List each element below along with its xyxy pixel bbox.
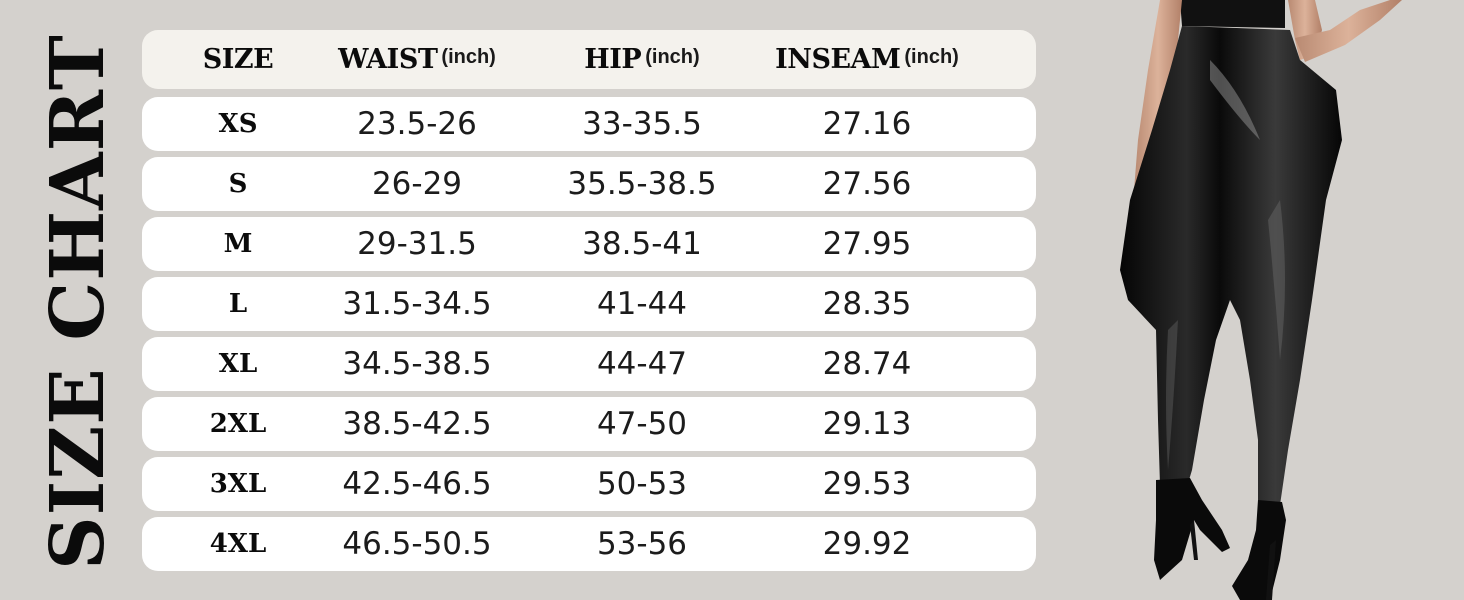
right-hand-shape	[1295, 0, 1402, 62]
waist-cell: 26-29	[371, 166, 463, 202]
size-cell: L	[228, 289, 248, 319]
waist-cell: 31.5-34.5	[342, 286, 492, 322]
size-cell: 3XL	[209, 469, 267, 499]
inseam-cell: 27.16	[822, 106, 912, 142]
hip-cell: 35.5-38.5	[567, 166, 717, 202]
waist-cell: 23.5-26	[357, 106, 477, 142]
hip-cell: 50-53	[596, 466, 688, 502]
waist-cell: 29-31.5	[357, 226, 477, 262]
left-heel-shape	[1190, 520, 1198, 560]
table-header-row: SIZE WAIST (inch) HIP (inch) INSEAM (inch)	[142, 30, 1036, 89]
table-row: XS 23.5-26 33-35.5 27.16	[142, 97, 1036, 151]
size-cell: 2XL	[209, 409, 267, 439]
waist-cell: 38.5-42.5	[342, 406, 492, 442]
table-row: S 26-29 35.5-38.5 27.56	[142, 157, 1036, 211]
inseam-cell: 29.92	[822, 526, 912, 562]
hip-cell: 47-50	[596, 406, 688, 442]
right-heel-shape	[1266, 540, 1276, 600]
size-cell: 4XL	[209, 529, 267, 559]
hip-cell: 33-35.5	[582, 106, 702, 142]
model-leggings-photo	[1120, 0, 1402, 600]
header-hip-unit: (inch)	[645, 46, 700, 68]
inseam-cell: 29.13	[822, 406, 912, 442]
size-cell: XL	[218, 349, 258, 379]
table-row: M 29-31.5 38.5-41 27.95	[142, 217, 1036, 271]
inseam-cell: 28.74	[822, 346, 912, 382]
header-size-label: SIZE	[202, 44, 274, 75]
leggings-highlight-shape	[1210, 60, 1260, 140]
table-row: 3XL 42.5-46.5 50-53 29.53	[142, 457, 1036, 511]
header-inseam-unit: (inch)	[904, 46, 959, 68]
header-hip: HIP (inch)	[542, 30, 742, 89]
hip-cell: 53-56	[596, 526, 688, 562]
hip-cell: 38.5-41	[582, 226, 702, 262]
leggings-shape	[1120, 26, 1342, 505]
left-shoe-shape	[1154, 478, 1230, 580]
inseam-cell: 27.95	[822, 226, 912, 262]
header-waist-label: WAIST	[338, 44, 438, 75]
size-table: SIZE WAIST (inch) HIP (inch) INSEAM (inch) …	[142, 30, 1036, 577]
size-chart-title-container: SIZE CHART	[35, 34, 121, 570]
table-row: XL 34.5-38.5 44-47 28.74	[142, 337, 1036, 391]
size-chart-title: SIZE CHART	[35, 34, 121, 570]
hip-cell: 41-44	[596, 286, 688, 322]
header-waist-unit: (inch)	[441, 46, 496, 68]
table-row: 4XL 46.5-50.5 53-56 29.92	[142, 517, 1036, 571]
hip-cell: 44-47	[596, 346, 688, 382]
inseam-cell: 28.35	[822, 286, 912, 322]
size-cell: XS	[218, 109, 258, 139]
right-shoe-shape	[1232, 500, 1286, 600]
header-size: SIZE	[178, 30, 298, 89]
size-cell: S	[228, 169, 248, 199]
leggings-highlight2-shape	[1268, 200, 1285, 360]
waist-cell: 42.5-46.5	[342, 466, 492, 502]
crop-top-shape	[1180, 0, 1285, 28]
leggings-highlight3-shape	[1166, 320, 1178, 470]
inseam-cell: 27.56	[822, 166, 912, 202]
header-inseam-label: INSEAM	[775, 44, 901, 75]
size-cell: M	[223, 229, 253, 259]
header-hip-label: HIP	[584, 44, 642, 75]
header-waist: WAIST (inch)	[317, 30, 517, 89]
inseam-cell: 29.53	[822, 466, 912, 502]
table-row: 2XL 38.5-42.5 47-50 29.13	[142, 397, 1036, 451]
waist-cell: 34.5-38.5	[342, 346, 492, 382]
waist-cell: 46.5-50.5	[342, 526, 492, 562]
header-inseam: INSEAM (inch)	[757, 30, 977, 89]
table-row: L 31.5-34.5 41-44 28.35	[142, 277, 1036, 331]
